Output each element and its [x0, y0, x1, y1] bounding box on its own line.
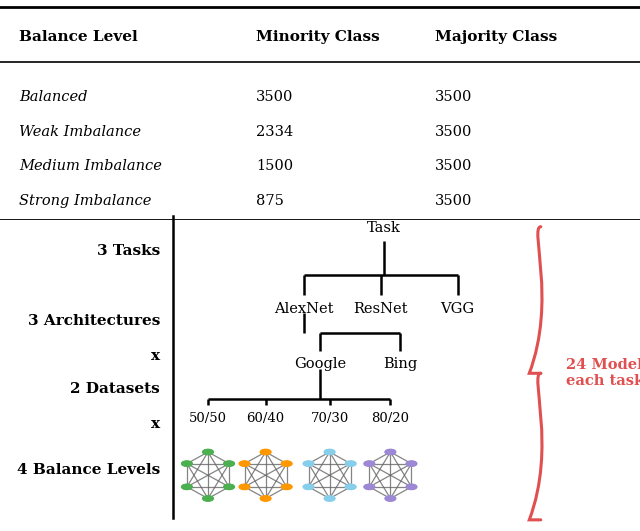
- Circle shape: [303, 461, 314, 466]
- Circle shape: [182, 484, 192, 490]
- Text: 875: 875: [256, 193, 284, 208]
- Text: 70/30: 70/30: [310, 412, 349, 424]
- Circle shape: [260, 496, 271, 501]
- Circle shape: [346, 461, 356, 466]
- Text: Balanced: Balanced: [19, 90, 88, 104]
- Circle shape: [239, 461, 250, 466]
- Text: 3500: 3500: [435, 90, 472, 104]
- Text: 2 Datasets: 2 Datasets: [70, 382, 160, 396]
- Circle shape: [282, 461, 292, 466]
- Text: 3500: 3500: [256, 90, 293, 104]
- Circle shape: [406, 461, 417, 466]
- Text: 80/20: 80/20: [371, 412, 410, 424]
- Text: x: x: [151, 417, 160, 431]
- Circle shape: [203, 449, 213, 455]
- Text: VGG: VGG: [440, 302, 475, 315]
- Circle shape: [303, 484, 314, 490]
- Text: x: x: [151, 349, 160, 363]
- Text: Google: Google: [294, 357, 346, 371]
- Text: 1500: 1500: [256, 159, 293, 174]
- Circle shape: [346, 484, 356, 490]
- Text: 3500: 3500: [435, 125, 472, 139]
- Text: 3 Tasks: 3 Tasks: [97, 244, 160, 258]
- Circle shape: [260, 449, 271, 455]
- Text: 4 Balance Levels: 4 Balance Levels: [17, 464, 160, 477]
- Circle shape: [364, 484, 374, 490]
- Text: Minority Class: Minority Class: [256, 30, 380, 45]
- Text: Balance Level: Balance Level: [19, 30, 138, 45]
- Text: Medium Imbalance: Medium Imbalance: [19, 159, 162, 174]
- Text: ResNet: ResNet: [353, 302, 408, 315]
- Text: 60/40: 60/40: [246, 412, 285, 424]
- Circle shape: [224, 484, 234, 490]
- Text: 2334: 2334: [256, 125, 293, 139]
- Circle shape: [364, 461, 374, 466]
- Circle shape: [324, 449, 335, 455]
- Circle shape: [182, 461, 192, 466]
- Text: 3500: 3500: [435, 193, 472, 208]
- Text: 3 Architectures: 3 Architectures: [28, 314, 160, 328]
- Text: Task: Task: [367, 221, 401, 235]
- Text: Weak Imbalance: Weak Imbalance: [19, 125, 141, 139]
- Circle shape: [203, 496, 213, 501]
- Text: 50/50: 50/50: [189, 412, 227, 424]
- Text: Majority Class: Majority Class: [435, 30, 557, 45]
- Circle shape: [385, 449, 396, 455]
- Text: AlexNet: AlexNet: [275, 302, 333, 315]
- Text: Bing: Bing: [383, 357, 417, 371]
- Circle shape: [282, 484, 292, 490]
- Circle shape: [385, 496, 396, 501]
- Circle shape: [324, 496, 335, 501]
- Circle shape: [224, 461, 234, 466]
- Text: Strong Imbalance: Strong Imbalance: [19, 193, 152, 208]
- Circle shape: [406, 484, 417, 490]
- Text: 24 Models for
each task: 24 Models for each task: [566, 358, 640, 388]
- Text: 3500: 3500: [435, 159, 472, 174]
- Circle shape: [239, 484, 250, 490]
